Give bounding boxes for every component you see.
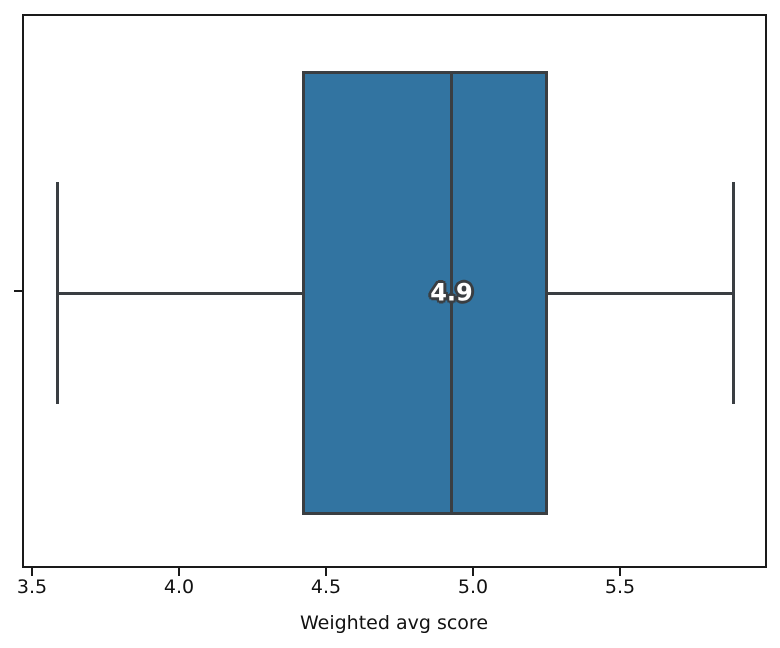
x-tick-label: 5.0 [457, 576, 489, 598]
x-tick-mark [177, 568, 180, 576]
x-axis-label: Weighted avg score [299, 612, 489, 634]
whisker-high-cap [732, 182, 736, 404]
x-tick-mark [618, 568, 621, 576]
iqr-box [301, 71, 549, 515]
x-tick-label: 3.5 [16, 576, 48, 598]
x-tick-mark [471, 568, 474, 576]
whisker-high-line [548, 291, 734, 295]
x-tick-label: 5.5 [604, 576, 636, 598]
x-tick-mark [324, 568, 327, 576]
x-tick-label: 4.5 [310, 576, 342, 598]
median-line [449, 71, 453, 515]
whisker-low-cap [56, 182, 60, 404]
plot-area: 4.9 [22, 14, 767, 568]
whisker-low-line [57, 291, 302, 295]
median-value-label: 4.9 [430, 278, 473, 307]
x-tick-mark [30, 568, 33, 576]
y-tick-mark [14, 290, 22, 292]
x-tick-label: 4.0 [163, 576, 195, 598]
